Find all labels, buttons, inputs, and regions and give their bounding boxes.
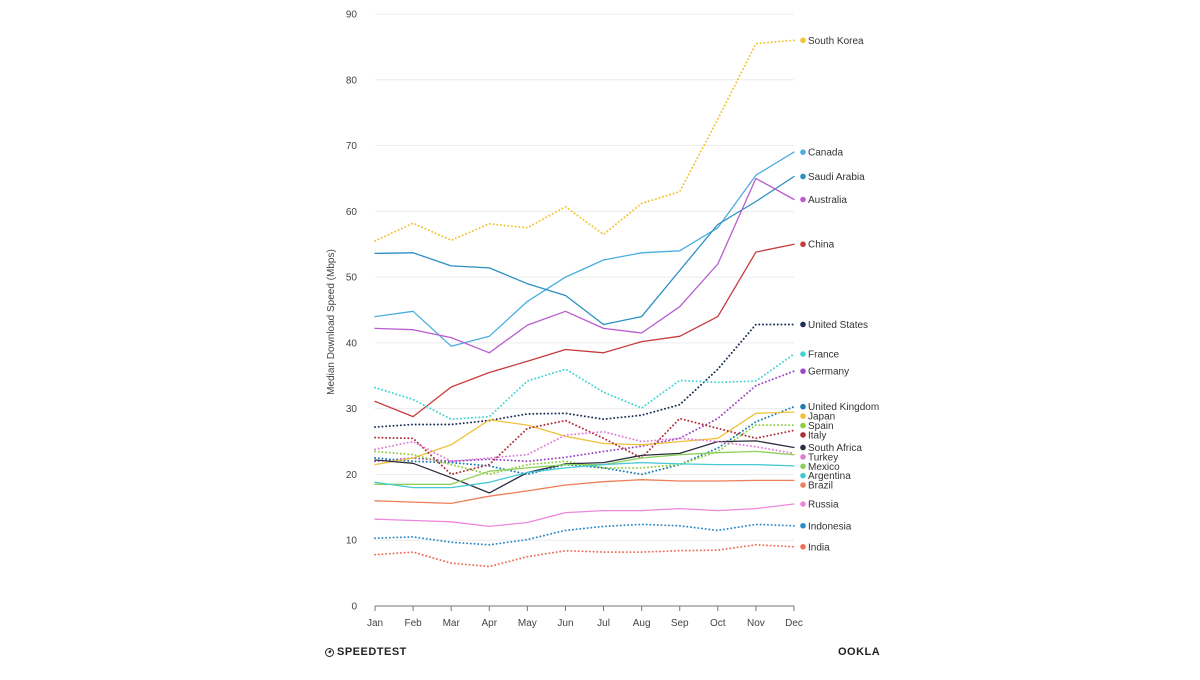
legend-label-italy: Italy bbox=[808, 430, 826, 441]
legend-marker-south-korea bbox=[800, 37, 806, 44]
y-tick-label: 20 bbox=[346, 470, 358, 481]
series-line-argentina bbox=[374, 461, 795, 489]
legend-marker-germany bbox=[800, 368, 806, 374]
legend-label-south-korea: South Korea bbox=[808, 36, 864, 47]
series-lines bbox=[374, 39, 795, 568]
x-tick-label: Mar bbox=[443, 618, 461, 629]
series-line-saudi-arabia bbox=[374, 175, 795, 326]
y-tick-label: 90 bbox=[346, 10, 358, 21]
series-line-germany bbox=[374, 370, 795, 463]
x-tick-label: Sep bbox=[671, 618, 689, 629]
x-tick-label: Oct bbox=[710, 618, 726, 629]
x-tick-label: Feb bbox=[404, 618, 422, 629]
legend-label-argentina: Argentina bbox=[808, 471, 851, 482]
y-tick-label: 10 bbox=[346, 536, 358, 547]
series-line-brazil bbox=[374, 479, 795, 505]
legend-marker-france bbox=[800, 351, 806, 357]
series-line-russia bbox=[374, 503, 795, 528]
axes: 0 10 20 30 40 50 60 70 80 90 Jan Feb Mar Apr May Jun Jul… bbox=[346, 10, 803, 630]
legend-label-germany: Germany bbox=[808, 367, 849, 378]
series-line-south-korea bbox=[374, 39, 795, 242]
legend-marker-brazil bbox=[800, 482, 806, 488]
legend-marker-canada bbox=[800, 149, 806, 155]
legend-marker-united-states bbox=[800, 321, 806, 328]
legend-marker-united-kingdom bbox=[800, 403, 806, 410]
speedtest-logo: SPEEDTEST bbox=[325, 646, 407, 658]
legend-label-russia: Russia bbox=[808, 500, 839, 511]
y-tick-label: 50 bbox=[346, 273, 358, 284]
series-line-turkey bbox=[374, 430, 795, 463]
legend-marker-italy bbox=[800, 432, 806, 438]
legend-marker-mexico bbox=[800, 463, 806, 470]
y-tick-label: 60 bbox=[346, 207, 358, 218]
legend-marker-india bbox=[800, 544, 806, 550]
series-line-indonesia bbox=[374, 523, 795, 546]
legend-label-south-africa: South Africa bbox=[808, 443, 862, 454]
legend-label-australia: Australia bbox=[808, 195, 847, 206]
y-tick-label: 70 bbox=[346, 141, 358, 152]
series-line-italy bbox=[374, 417, 795, 476]
y-tick-label: 40 bbox=[346, 338, 358, 349]
legend-label-turkey: Turkey bbox=[808, 452, 838, 463]
legend-marker-indonesia bbox=[800, 522, 806, 529]
x-tick-label: May bbox=[518, 618, 537, 629]
series-line-japan bbox=[374, 411, 795, 466]
legend-marker-south-africa bbox=[800, 444, 806, 451]
series-line-mexico bbox=[374, 450, 795, 485]
series-line-australia bbox=[374, 177, 795, 354]
x-tick-label: Nov bbox=[747, 618, 765, 629]
x-tick-label: Dec bbox=[785, 618, 803, 629]
x-tick-label: Jan bbox=[367, 618, 383, 629]
legend-marker-saudi-arabia bbox=[800, 173, 806, 180]
series-line-china bbox=[374, 243, 795, 418]
x-tick-label: Apr bbox=[481, 618, 497, 629]
legend-marker-australia bbox=[800, 196, 806, 203]
speedtest-brand-text: SPEEDTEST bbox=[337, 646, 407, 658]
legend-marker-japan bbox=[800, 413, 806, 419]
legend-label-indonesia: Indonesia bbox=[808, 521, 852, 532]
series-line-france bbox=[374, 353, 795, 421]
legend-marker-china bbox=[800, 241, 806, 248]
y-tick-label: 30 bbox=[346, 404, 358, 415]
x-tick-label: Aug bbox=[633, 618, 651, 629]
legend-label-france: France bbox=[808, 350, 840, 361]
legend-label-canada: Canada bbox=[808, 148, 843, 159]
legend-marker-argentina bbox=[800, 472, 806, 479]
x-tick-label: Jul bbox=[597, 618, 610, 629]
legend-label-japan: Japan bbox=[808, 412, 835, 423]
y-tick-label: 80 bbox=[346, 75, 358, 86]
legend-label-china: China bbox=[808, 240, 835, 251]
legend-label-united-states: United States bbox=[808, 320, 868, 331]
legend-label-mexico: Mexico bbox=[808, 462, 840, 473]
ookla-logo: OOKLA bbox=[838, 646, 881, 658]
series-line-united-states bbox=[374, 323, 795, 429]
legend-marker-spain bbox=[800, 422, 806, 429]
y-axis-label: Median Download Speed (Mbps) bbox=[326, 249, 337, 395]
speedtest-gauge-icon bbox=[325, 647, 334, 657]
legend-label-brazil: Brazil bbox=[808, 481, 833, 492]
series-line-south-africa bbox=[374, 440, 795, 494]
x-tick-label: Jun bbox=[557, 618, 573, 629]
gridlines bbox=[375, 13, 794, 541]
legend: South Korea Canada Saudi Arabia Australia Ch… bbox=[800, 36, 879, 553]
legend-label-united-kingdom: United Kingdom bbox=[808, 402, 879, 413]
legend-label-spain: Spain bbox=[808, 421, 834, 432]
legend-marker-russia bbox=[800, 501, 806, 507]
legend-marker-turkey bbox=[800, 454, 806, 460]
series-line-india bbox=[374, 543, 795, 568]
series-line-canada bbox=[374, 151, 795, 347]
y-tick-label: 0 bbox=[351, 602, 357, 613]
legend-label-india: India bbox=[808, 542, 830, 553]
legend-label-saudi-arabia: Saudi Arabia bbox=[808, 172, 865, 183]
